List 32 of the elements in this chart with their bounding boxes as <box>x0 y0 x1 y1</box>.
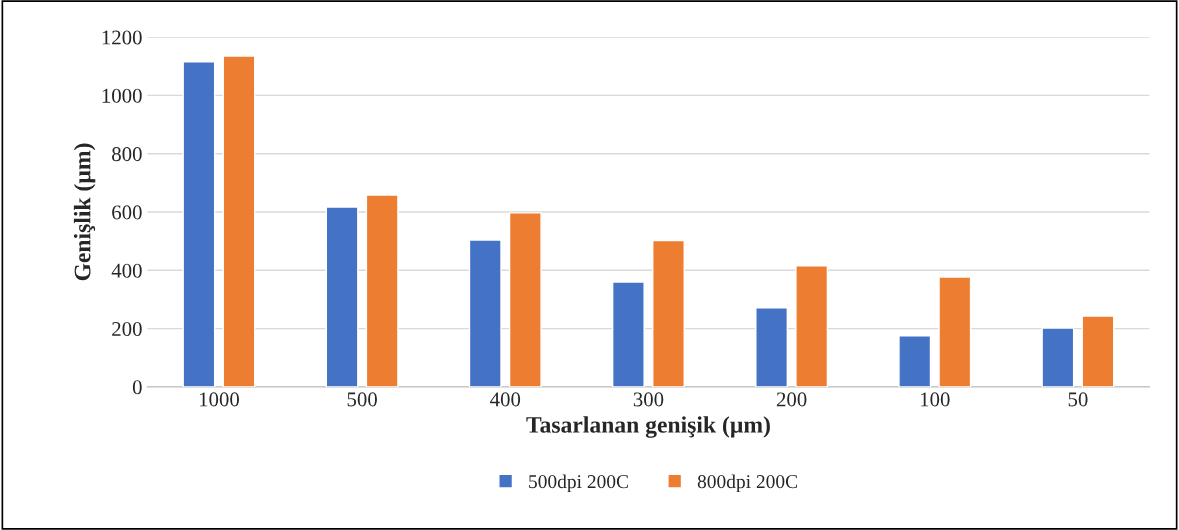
bar <box>365 194 399 387</box>
bar <box>755 307 789 387</box>
x-tick-label: 100 <box>920 392 950 407</box>
bar <box>182 61 216 387</box>
x-tick-label: 1000 <box>199 392 239 407</box>
x-tick-label: 200 <box>776 392 807 407</box>
bar <box>222 55 256 387</box>
y-tick-label: 0 <box>132 380 142 395</box>
bar <box>1041 327 1075 387</box>
legend-label: 800dpi 200C <box>697 474 797 493</box>
bar <box>898 335 932 387</box>
x-axis-title: Tasarlanan genişik (µm) <box>526 416 770 438</box>
bar <box>468 239 502 387</box>
bar <box>508 212 542 387</box>
bar <box>938 276 972 387</box>
y-tick-label: 1200 <box>102 30 142 45</box>
bar <box>611 281 645 387</box>
y-tick-label: 200 <box>112 321 142 337</box>
y-tick-label: 400 <box>111 263 142 278</box>
x-tick-label: 500 <box>347 392 377 407</box>
y-tick-label: 600 <box>112 205 142 220</box>
bar <box>652 239 685 387</box>
y-tick-label: 800 <box>112 147 142 162</box>
y-tick-label: 1000 <box>102 88 142 103</box>
x-tick-label: 400 <box>490 392 521 407</box>
bar <box>1081 315 1115 387</box>
bar <box>325 206 359 387</box>
y-axis-title: Genişlik (µm) <box>73 143 96 281</box>
x-tick-label: 300 <box>633 392 664 407</box>
x-tick-label: 50 <box>1068 392 1088 407</box>
bar <box>795 265 829 387</box>
legend-label: 500dpi 200C <box>529 474 628 493</box>
